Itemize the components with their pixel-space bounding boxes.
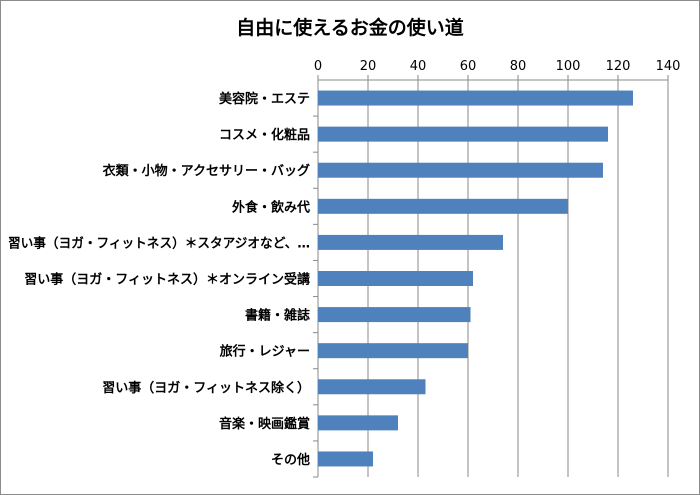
x-tick-label: 100: [556, 59, 581, 74]
category-label: 音楽・映画鑑賞: [219, 416, 310, 432]
bar: [318, 307, 471, 323]
bar: [318, 198, 568, 214]
x-tick-label: 60: [460, 59, 477, 74]
bar: [318, 234, 503, 250]
category-label: 外食・飲み代: [231, 199, 310, 215]
category-label: 美容院・エステ: [219, 91, 310, 107]
category-label: 書籍・雑誌: [245, 308, 310, 324]
category-label: 習い事（ヨガ・フィットネス）＊オンライン受講: [24, 272, 310, 288]
bar: [318, 162, 603, 178]
category-label: コスメ・化粧品: [219, 127, 310, 143]
bar: [318, 451, 373, 467]
bar: [318, 379, 426, 395]
bar: [318, 90, 633, 106]
chart-title: 自由に使えるお金の使い道: [236, 16, 463, 39]
x-tick-label: 140: [656, 59, 681, 74]
category-label: 衣類・小物・アクセサリー・バッグ: [103, 163, 310, 179]
bar: [318, 126, 608, 142]
category-label: 習い事（ヨガ・フィットネス）＊スタアジオなど、…: [8, 235, 310, 251]
bars: [318, 90, 633, 467]
x-tick-labels: 0 20 40 60 80 100 120 140: [314, 59, 681, 74]
bar: [318, 271, 473, 286]
category-label: 旅行・レジャー: [220, 344, 310, 360]
category-label: その他: [271, 452, 310, 468]
bar: [318, 343, 468, 359]
x-tick-label: 120: [606, 59, 631, 74]
category-labels: 美容院・エステコスメ・化粧品衣類・小物・アクセサリー・バッグ外食・飲み代習い事（…: [8, 91, 310, 468]
category-label: 習い事（ヨガ・フィットネス除く）: [102, 380, 310, 396]
x-tick-label: 20: [360, 59, 377, 74]
bar: [318, 415, 398, 431]
x-tick-label: 80: [510, 59, 527, 74]
x-tick-label: 0: [314, 59, 322, 74]
x-tick-label: 40: [410, 59, 427, 74]
